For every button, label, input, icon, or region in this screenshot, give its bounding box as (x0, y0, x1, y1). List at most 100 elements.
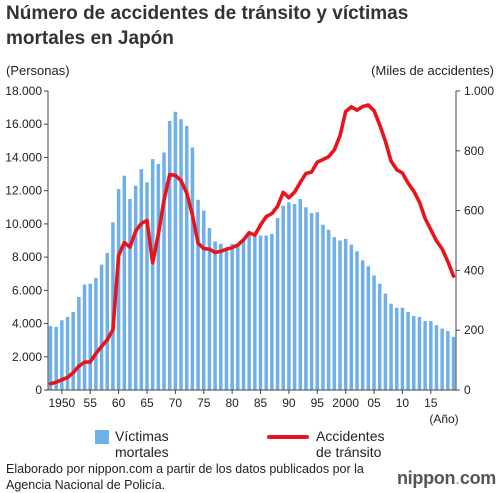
bar (128, 198, 132, 390)
brand-logo: nippon.com (397, 468, 496, 489)
bar (145, 182, 149, 390)
bar (60, 320, 64, 390)
bar (196, 199, 200, 390)
bar (292, 203, 297, 390)
bar (315, 212, 320, 390)
bar (162, 152, 166, 390)
bar (281, 205, 285, 390)
bar (258, 235, 263, 390)
bar (434, 325, 439, 390)
left-axis-tick-label: 16.000 (5, 117, 42, 131)
legend-label-accidents: Accidentes de tránsito (316, 428, 385, 460)
bar (94, 277, 98, 391)
bar (253, 235, 257, 390)
bar (230, 243, 234, 390)
x-axis-tick-label: 60 (112, 396, 126, 410)
bar (355, 251, 359, 390)
bar (65, 316, 70, 390)
bar (275, 218, 280, 390)
bar (366, 266, 371, 390)
x-axis-label: (Año) (429, 412, 458, 426)
left-axis-tick-label: 14.000 (5, 150, 42, 164)
left-axis-tick-label: 18.000 (5, 84, 42, 98)
bar (440, 328, 444, 390)
bar (236, 245, 240, 390)
left-axis-tick-label: 6.000 (12, 283, 42, 297)
bar (372, 275, 376, 390)
bar (343, 238, 348, 390)
bar (241, 238, 246, 390)
bar (173, 111, 178, 390)
bar (213, 241, 217, 390)
x-axis-tick-label: 2000 (332, 396, 359, 410)
bar (167, 120, 172, 391)
brand-domain: com (459, 468, 496, 488)
right-axis-tick-label: 800 (464, 144, 484, 158)
left-axis-tick-label: 8.000 (12, 250, 42, 264)
left-axis-tick-label: 0 (35, 383, 42, 397)
bar (184, 125, 189, 390)
bar (82, 284, 87, 390)
x-axis-tick-label: 1950 (49, 396, 76, 410)
bar (156, 164, 161, 390)
bar (287, 202, 291, 390)
bar (48, 326, 53, 390)
bar (133, 185, 138, 390)
right-axis-tick-label: 0 (464, 383, 471, 397)
bar (383, 293, 388, 390)
bar (309, 213, 314, 390)
right-axis-tick-label: 600 (464, 204, 484, 218)
bar (321, 224, 325, 390)
legend-bar-swatch (95, 430, 109, 444)
bar (338, 240, 342, 390)
legend-line-swatch (267, 435, 309, 439)
bar (150, 159, 155, 390)
bar (270, 233, 274, 390)
bar (417, 316, 422, 390)
bar (423, 321, 427, 390)
x-axis-tick-label: 15 (424, 396, 438, 410)
bar (190, 147, 195, 390)
left-axis-tick-label: 4.000 (12, 317, 42, 331)
brand-name: nippon (396, 468, 456, 488)
bar (326, 229, 331, 390)
x-axis-tick-label: 90 (282, 396, 296, 410)
bar (88, 283, 92, 390)
bar (406, 311, 410, 390)
left-axis-unit: (Personas) (6, 63, 70, 78)
legend-label-victims: Víctimas mortales (115, 428, 169, 460)
bar (224, 249, 229, 390)
bar (116, 189, 121, 390)
x-axis-tick-label: 55 (84, 396, 98, 410)
x-axis-tick-label: 85 (254, 396, 268, 410)
bar (389, 303, 393, 390)
bar (451, 336, 456, 390)
right-axis-tick-label: 200 (464, 323, 484, 337)
bar (139, 169, 144, 390)
x-axis-tick-label: 70 (169, 396, 183, 410)
source-note: Elaborado por nippon.com a partir de los… (6, 462, 364, 492)
right-axis-tick-label: 400 (464, 263, 484, 277)
x-axis-tick-label: 05 (367, 396, 381, 410)
bar (77, 296, 81, 390)
bar (429, 321, 433, 390)
bar (349, 244, 354, 390)
bar (54, 326, 58, 390)
series-line-accidents (48, 103, 456, 386)
left-axis-tick-label: 2.000 (12, 350, 42, 364)
left-axis-tick-label: 12.000 (5, 184, 42, 198)
bar (446, 331, 450, 390)
right-axis-tick-label: 1.000 (464, 84, 494, 98)
bar (304, 207, 308, 390)
bar (99, 264, 104, 390)
x-axis-tick-label: 75 (197, 396, 211, 410)
bar (377, 283, 382, 390)
bar (400, 307, 405, 390)
bar (122, 175, 127, 390)
bar (264, 235, 268, 390)
bar (394, 307, 399, 390)
x-axis-tick-label: 10 (396, 396, 410, 410)
left-axis-tick-label: 10.000 (5, 217, 42, 231)
